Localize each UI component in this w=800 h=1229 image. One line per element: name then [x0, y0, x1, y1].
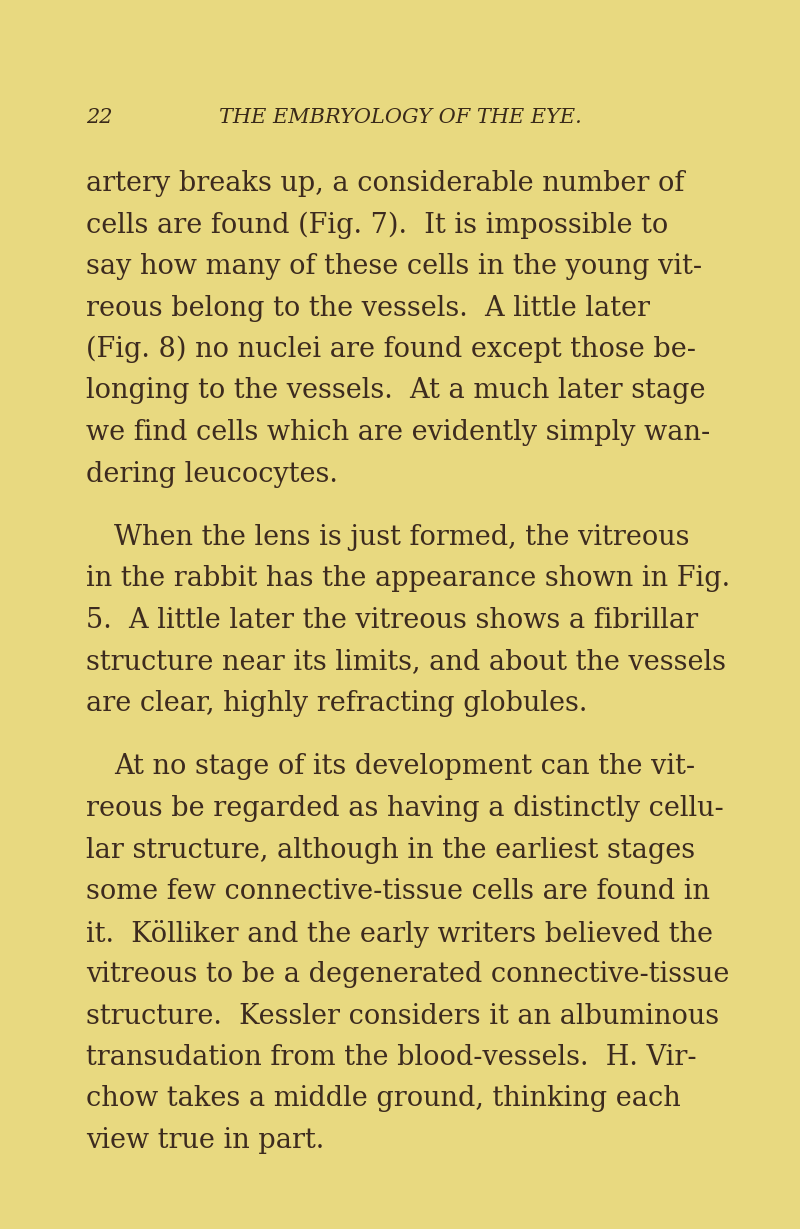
Text: cells are found (Fig. 7).  It is impossible to: cells are found (Fig. 7). It is impossib…: [86, 211, 669, 238]
Text: we find cells which are evidently simply wan-: we find cells which are evidently simply…: [86, 419, 710, 446]
Text: reous be regarded as having a distinctly cellu-: reous be regarded as having a distinctly…: [86, 795, 724, 822]
Text: some few connective-tissue cells are found in: some few connective-tissue cells are fou…: [86, 878, 710, 905]
Text: are clear, highly refracting globules.: are clear, highly refracting globules.: [86, 689, 588, 717]
Text: When the lens is just formed, the vitreous: When the lens is just formed, the vitreo…: [114, 524, 690, 551]
Text: dering leucocytes.: dering leucocytes.: [86, 461, 338, 488]
Text: 5.  A little later the vitreous shows a fibrillar: 5. A little later the vitreous shows a f…: [86, 607, 698, 634]
Text: view true in part.: view true in part.: [86, 1127, 325, 1154]
Text: reous belong to the vessels.  A little later: reous belong to the vessels. A little la…: [86, 295, 650, 322]
Text: THE EMBRYOLOGY OF THE EYE.: THE EMBRYOLOGY OF THE EYE.: [218, 108, 582, 127]
Text: chow takes a middle ground, thinking each: chow takes a middle ground, thinking eac…: [86, 1085, 681, 1112]
Text: (Fig. 8) no nuclei are found except those be-: (Fig. 8) no nuclei are found except thos…: [86, 336, 696, 364]
Text: At no stage of its development can the vit-: At no stage of its development can the v…: [114, 753, 695, 780]
Text: structure.  Kessler considers it an albuminous: structure. Kessler considers it an album…: [86, 1003, 719, 1030]
Text: artery breaks up, a considerable number of: artery breaks up, a considerable number …: [86, 170, 685, 197]
Text: say how many of these cells in the young vit-: say how many of these cells in the young…: [86, 253, 702, 280]
Text: transudation from the blood-vessels.  H. Vir-: transudation from the blood-vessels. H. …: [86, 1043, 697, 1070]
Text: 22: 22: [86, 108, 113, 127]
Text: vitreous to be a degenerated connective-tissue: vitreous to be a degenerated connective-…: [86, 961, 730, 988]
Text: structure near its limits, and about the vessels: structure near its limits, and about the…: [86, 649, 726, 676]
Text: in the rabbit has the appearance shown in Fig.: in the rabbit has the appearance shown i…: [86, 565, 730, 592]
Text: it.  Kölliker and the early writers believed the: it. Kölliker and the early writers belie…: [86, 919, 714, 948]
Text: lar structure, although in the earliest stages: lar structure, although in the earliest …: [86, 837, 695, 864]
Text: longing to the vessels.  At a much later stage: longing to the vessels. At a much later …: [86, 377, 706, 404]
